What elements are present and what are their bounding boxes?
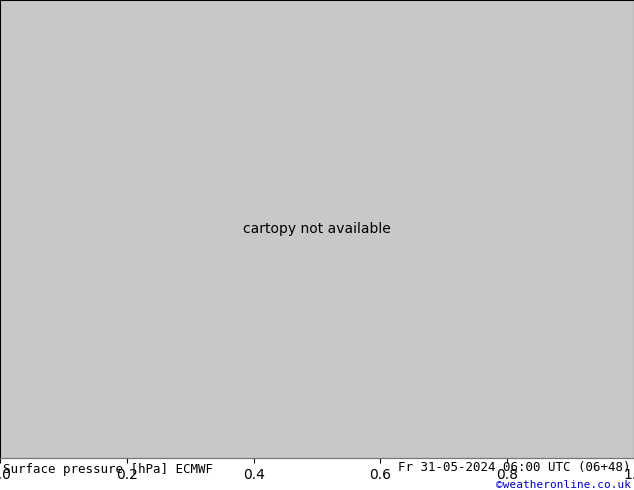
Text: cartopy not available: cartopy not available xyxy=(243,222,391,236)
Text: Fr 31-05-2024 06:00 UTC (06+48): Fr 31-05-2024 06:00 UTC (06+48) xyxy=(398,461,631,474)
Text: ©weatheronline.co.uk: ©weatheronline.co.uk xyxy=(496,480,631,490)
Text: Surface pressure [hPa] ECMWF: Surface pressure [hPa] ECMWF xyxy=(3,463,213,476)
